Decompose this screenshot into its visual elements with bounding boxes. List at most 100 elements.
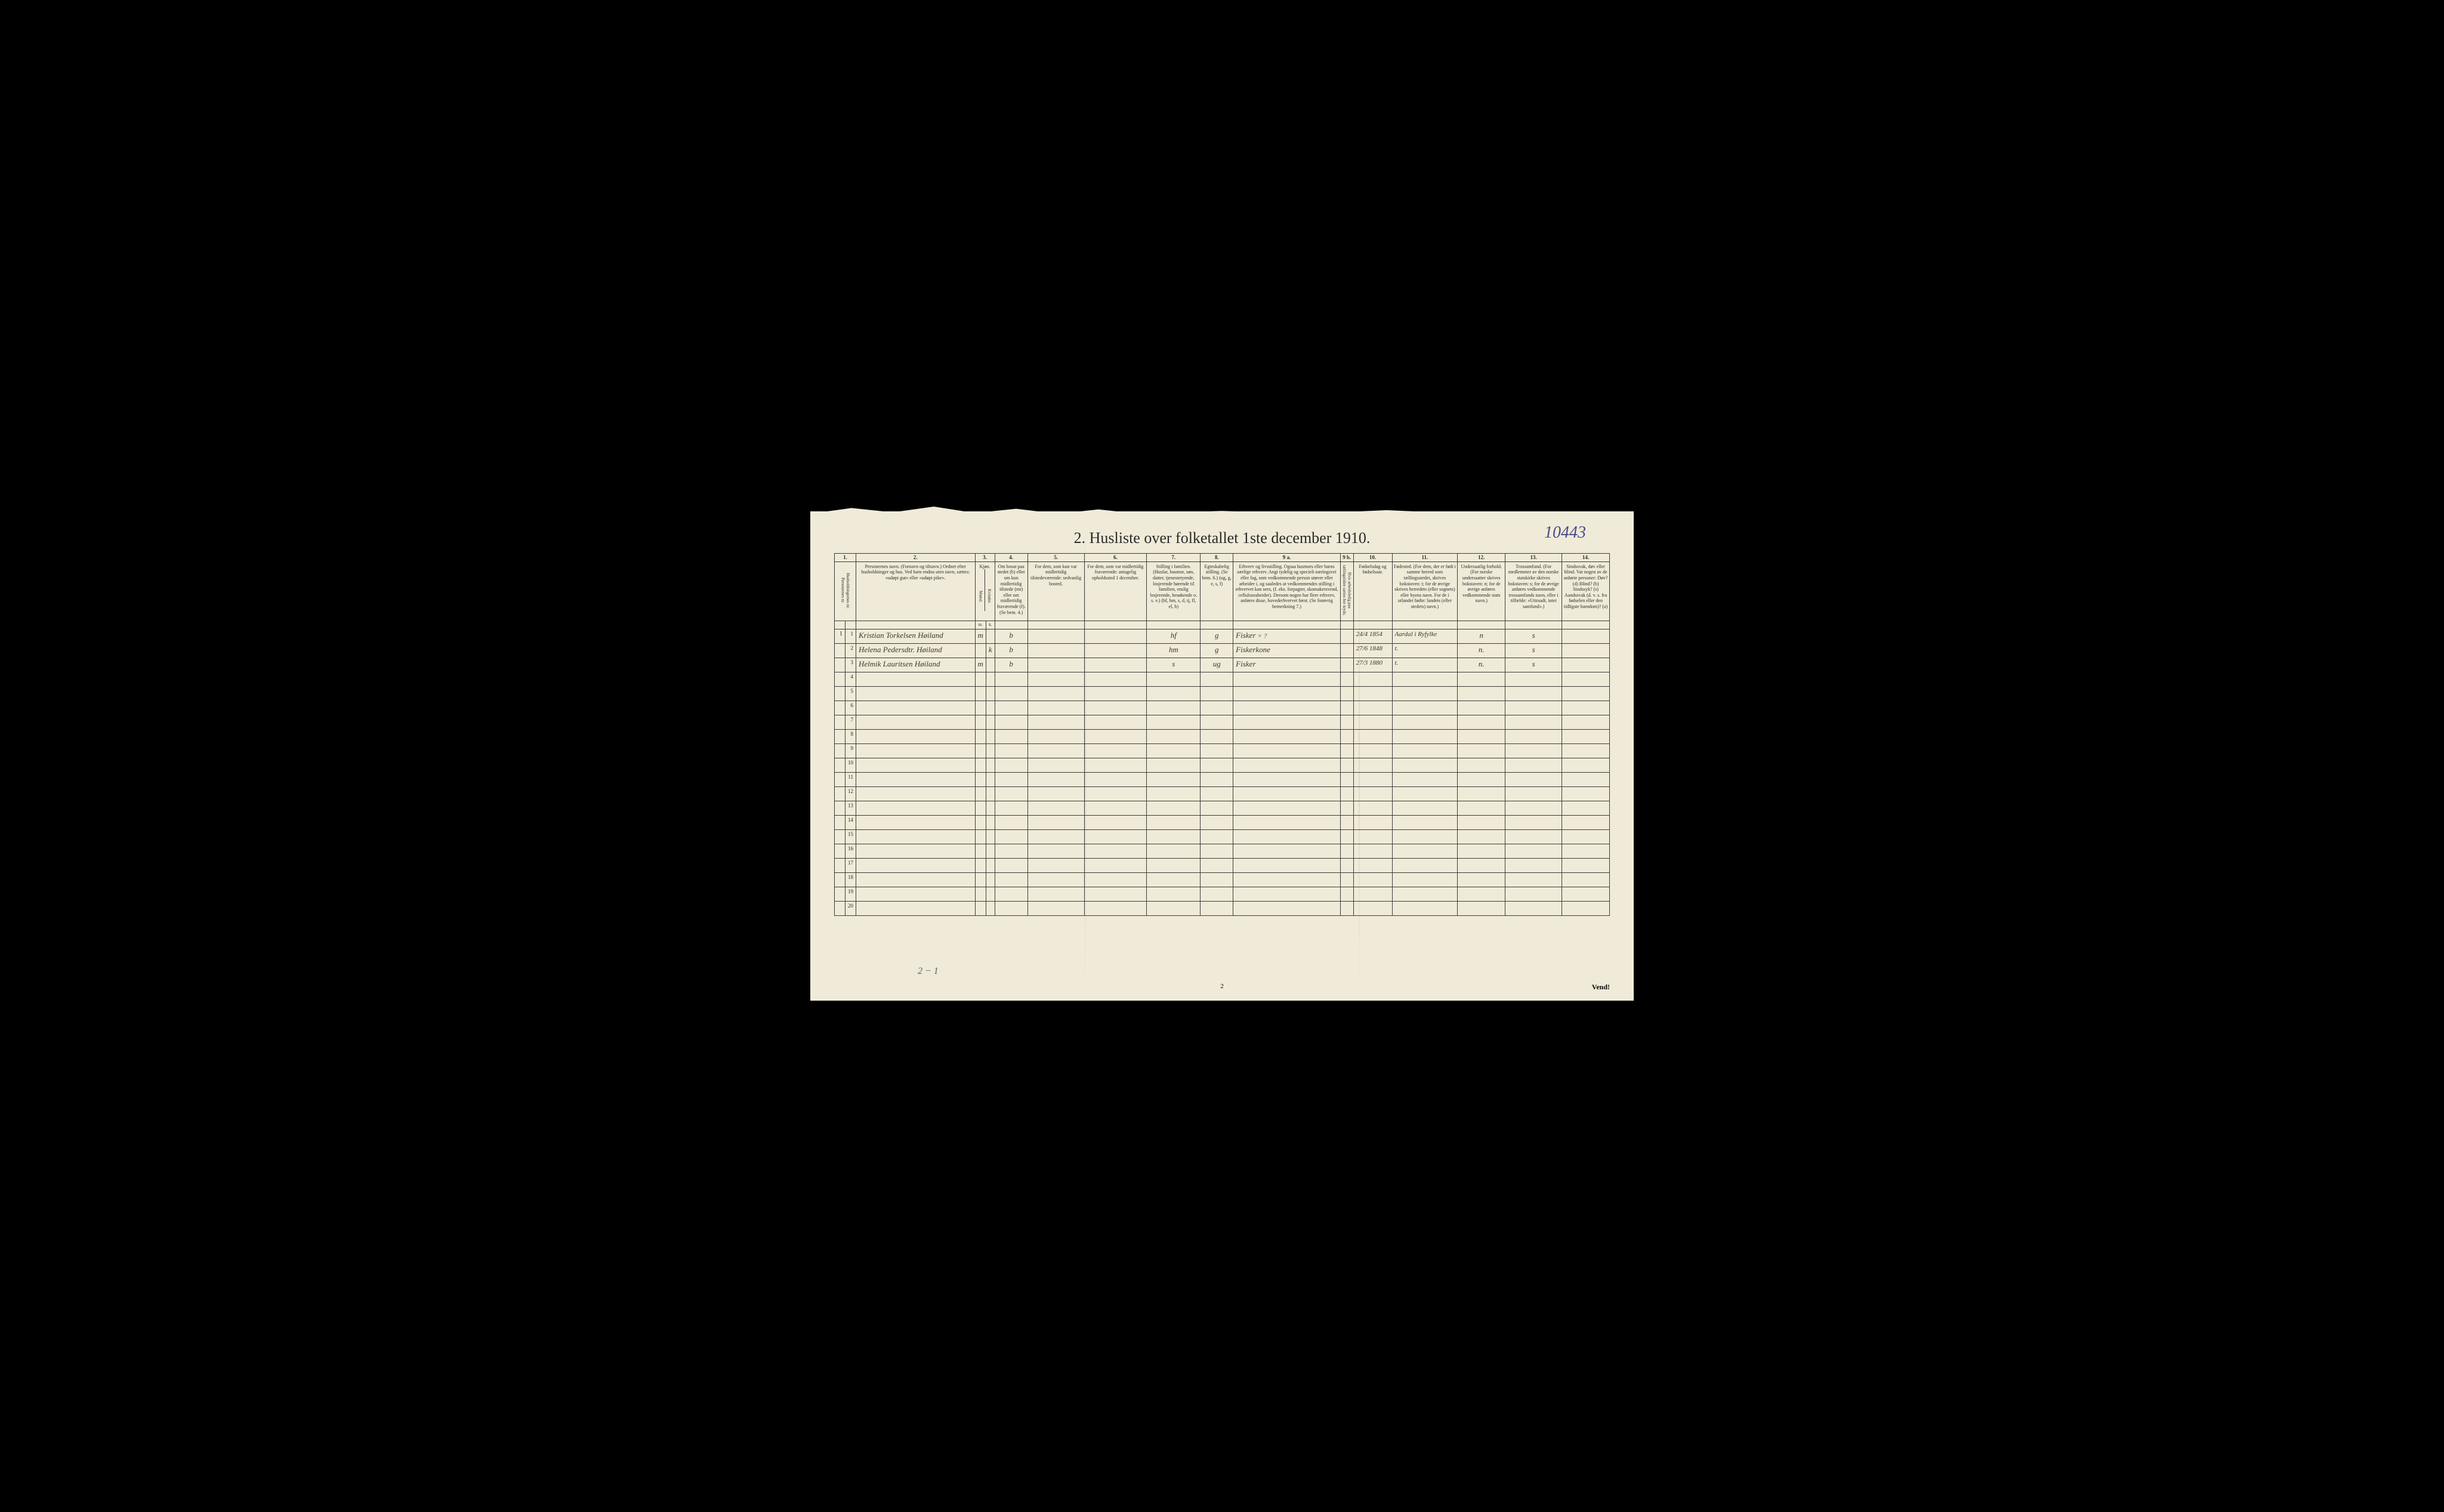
empty-cell <box>1201 887 1233 901</box>
person-num: 2 <box>845 643 856 658</box>
marital: ug <box>1201 658 1233 672</box>
empty-cell <box>975 815 986 829</box>
empty-cell <box>1505 672 1562 686</box>
person-num: 14 <box>845 815 856 829</box>
colnum: 13. <box>1505 554 1562 562</box>
empty-cell <box>1392 829 1458 844</box>
table-row: 11 <box>835 772 1610 786</box>
header-text: Husholdningernes nr. Personernes nr. <box>840 564 850 618</box>
col6 <box>1084 658 1147 672</box>
empty-cell <box>986 786 995 801</box>
empty-cell <box>995 758 1027 772</box>
empty-cell <box>1147 844 1201 858</box>
subheader <box>1027 621 1084 629</box>
empty-cell <box>995 844 1027 858</box>
religion: s <box>1505 629 1562 643</box>
empty-cell <box>1084 786 1147 801</box>
header-text: Kvinder. <box>987 569 992 623</box>
empty-cell <box>1084 686 1147 701</box>
empty-cell <box>856 901 975 915</box>
colnum: 3. <box>975 554 995 562</box>
subheader <box>1505 621 1562 629</box>
table-row: 12 <box>835 786 1610 801</box>
empty-cell <box>1147 901 1201 915</box>
empty-cell <box>1505 829 1562 844</box>
person-num: 15 <box>845 829 856 844</box>
empty-cell <box>1340 815 1353 829</box>
empty-cell <box>995 715 1027 729</box>
marital: g <box>1201 643 1233 658</box>
col5 <box>1027 658 1084 672</box>
religion: s <box>1505 643 1562 658</box>
empty-cell <box>1458 887 1505 901</box>
empty-cell <box>1084 715 1147 729</box>
subheader <box>1084 621 1147 629</box>
empty-cell <box>1233 815 1341 829</box>
empty-cell <box>1392 743 1458 758</box>
empty-cell <box>995 729 1027 743</box>
empty-cell <box>1027 829 1084 844</box>
family-pos: s <box>1147 658 1201 672</box>
sex-m: m <box>975 629 986 643</box>
table-row: 20 <box>835 901 1610 915</box>
birthplace: t. <box>1392 643 1458 658</box>
empty-cell <box>856 887 975 901</box>
hh-num <box>835 872 845 887</box>
empty-cell <box>1340 758 1353 772</box>
hh-num <box>835 829 845 844</box>
fold-line <box>1359 511 1360 1001</box>
table-row: 2 Helena Pedersdtr. Høiland k b hm g Fis… <box>835 643 1610 658</box>
col14 <box>1562 643 1610 658</box>
colnum: 5. <box>1027 554 1084 562</box>
empty-cell <box>1458 743 1505 758</box>
empty-cell <box>1027 858 1084 872</box>
header-cell: Sindssvak, døv eller blind. Var nogen av… <box>1562 561 1610 621</box>
table-row: 18 <box>835 872 1610 887</box>
colnum: 6. <box>1084 554 1147 562</box>
subheader: m. <box>975 621 986 629</box>
empty-cell <box>856 772 975 786</box>
empty-cell <box>1458 801 1505 815</box>
table-row: 6 <box>835 701 1610 715</box>
empty-cell <box>856 686 975 701</box>
empty-cell <box>1562 887 1610 901</box>
birthplace: Aardal i Ryfylke <box>1392 629 1458 643</box>
subheader <box>835 621 845 629</box>
empty-cell <box>1340 772 1353 786</box>
empty-cell <box>975 901 986 915</box>
table-row: 16 <box>835 844 1610 858</box>
footer-annotation: 2 − 1 <box>918 966 939 977</box>
empty-cell <box>1084 729 1147 743</box>
empty-cell <box>1392 758 1458 772</box>
empty-cell <box>1084 801 1147 815</box>
table-row: 3 Helmik Lauritsen Høiland m b s ug Fisk… <box>835 658 1610 672</box>
empty-cell <box>1147 701 1201 715</box>
empty-cell <box>1458 786 1505 801</box>
empty-cell <box>975 758 986 772</box>
table-row: 10 <box>835 758 1610 772</box>
empty-cell <box>975 801 986 815</box>
empty-cell <box>975 743 986 758</box>
census-table: 1. 2. 3. 4. 5. 6. 7. 8. 9 a. 9 b. 10. 11… <box>834 553 1610 916</box>
hh-num <box>835 801 845 815</box>
empty-cell <box>1147 801 1201 815</box>
empty-cell <box>1084 743 1147 758</box>
empty-cell <box>1562 872 1610 887</box>
empty-cell <box>1562 743 1610 758</box>
empty-cell <box>1392 858 1458 872</box>
colnum: 4. <box>995 554 1027 562</box>
colnum: 14. <box>1562 554 1610 562</box>
person-num: 8 <box>845 729 856 743</box>
empty-cell <box>1392 729 1458 743</box>
empty-cell <box>1392 801 1458 815</box>
hh-num <box>835 887 845 901</box>
empty-cell <box>1340 887 1353 901</box>
empty-cell <box>975 715 986 729</box>
empty-cell <box>986 686 995 701</box>
person-num: 4 <box>845 672 856 686</box>
header-cell: Kjøn. Mænd. Kvinder. <box>975 561 995 621</box>
col9b <box>1340 629 1353 643</box>
empty-cell <box>1233 672 1341 686</box>
empty-cell <box>986 758 995 772</box>
empty-cell <box>1458 715 1505 729</box>
